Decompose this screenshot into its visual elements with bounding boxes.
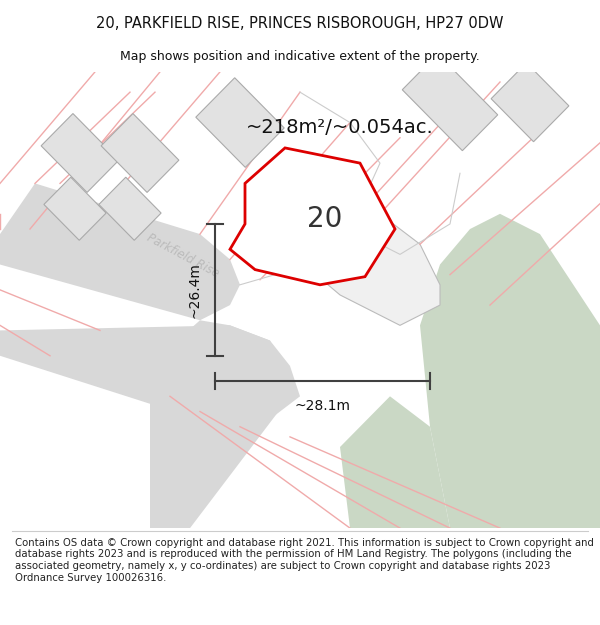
Polygon shape bbox=[101, 114, 179, 192]
Polygon shape bbox=[402, 54, 498, 151]
Polygon shape bbox=[310, 214, 440, 326]
Polygon shape bbox=[0, 183, 240, 320]
Text: 20: 20 bbox=[307, 205, 343, 233]
Polygon shape bbox=[196, 78, 284, 168]
Text: Map shows position and indicative extent of the property.: Map shows position and indicative extent… bbox=[120, 50, 480, 63]
Polygon shape bbox=[0, 326, 300, 432]
Polygon shape bbox=[41, 114, 119, 192]
Polygon shape bbox=[44, 177, 106, 240]
Polygon shape bbox=[99, 177, 161, 240]
Text: Parkfield Rise: Parkfield Rise bbox=[145, 231, 221, 279]
Polygon shape bbox=[150, 320, 290, 528]
Polygon shape bbox=[230, 148, 395, 285]
Polygon shape bbox=[491, 63, 569, 142]
Text: ~28.1m: ~28.1m bbox=[295, 399, 350, 413]
Text: ~26.4m: ~26.4m bbox=[187, 262, 201, 318]
Polygon shape bbox=[420, 214, 600, 528]
Text: 20, PARKFIELD RISE, PRINCES RISBOROUGH, HP27 0DW: 20, PARKFIELD RISE, PRINCES RISBOROUGH, … bbox=[96, 16, 504, 31]
Polygon shape bbox=[340, 396, 450, 528]
Text: ~218m²/~0.054ac.: ~218m²/~0.054ac. bbox=[246, 118, 434, 137]
Text: Contains OS data © Crown copyright and database right 2021. This information is : Contains OS data © Crown copyright and d… bbox=[15, 538, 594, 582]
